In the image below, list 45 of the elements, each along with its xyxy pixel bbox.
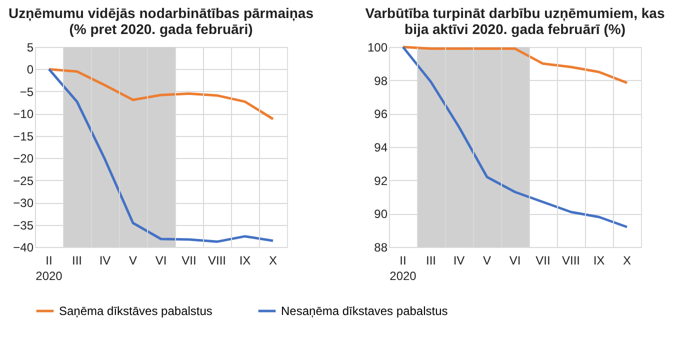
x-tick-label: IV <box>453 254 465 268</box>
y-tick-label: 0 <box>26 62 34 77</box>
y-tick-label: −40 <box>13 240 34 254</box>
y-tick-label: −35 <box>13 218 34 232</box>
x-tick-label: IV <box>99 254 111 268</box>
legend-label: Nesaņēma dīkstaves pabalstus <box>281 304 448 318</box>
x-tick-label: VI <box>155 254 167 268</box>
y-tick-label: −20 <box>13 152 34 166</box>
x-tick-label: VII <box>536 254 550 268</box>
y-tick-label: 94 <box>374 140 388 154</box>
x-tick-label: V <box>482 254 492 268</box>
x-tick-label: X <box>268 254 278 268</box>
y-tick-label: 90 <box>374 207 388 222</box>
line-series <box>48 68 274 120</box>
x-tick-label: X <box>622 254 632 268</box>
line-series <box>402 46 628 228</box>
x-tick-label: IX <box>593 254 605 268</box>
text: 2020 <box>390 269 417 283</box>
y-tick-label: 100 <box>367 40 388 54</box>
y-tick-label: −10 <box>13 107 34 122</box>
y-tick-label: 92 <box>374 174 388 188</box>
y-tick-label: 88 <box>374 240 388 254</box>
y-tick-label: 96 <box>374 107 388 122</box>
x-tick-label: III <box>426 254 436 268</box>
text: 2020 <box>36 269 63 283</box>
x-tick-label: IX <box>239 254 251 268</box>
x-tick-label: II <box>400 254 406 268</box>
y-tick-label: 5 <box>26 40 34 54</box>
x-tick-label: VII <box>182 254 196 268</box>
y-tick-label: −5 <box>20 84 34 99</box>
x-tick-label: II <box>46 254 52 268</box>
chart-title: Varbūtība turpināt darbību uzņēmumiem, kas bija aktīvi 2020. gada februārī (%) <box>365 5 665 37</box>
chart-title: Uzņēmumu vidējās nodarbinātības pārmaiņas (% pret 2020. gada februāri) <box>8 5 314 37</box>
legend-label: Saņēma dīkstāves pabalstus <box>59 304 212 318</box>
x-tick-label: III <box>72 254 82 268</box>
y-tick-label: −25 <box>13 174 34 188</box>
x-tick-label: VIII <box>208 254 226 268</box>
y-tick-label: −15 <box>13 129 34 144</box>
y-tick-label: 98 <box>374 74 388 88</box>
line-series <box>48 68 274 243</box>
x-tick-label: V <box>128 254 138 268</box>
x-tick-label: VIII <box>562 254 580 268</box>
x-tick-label: VI <box>509 254 521 268</box>
line-series <box>402 46 628 84</box>
y-tick-label: −30 <box>13 196 34 210</box>
